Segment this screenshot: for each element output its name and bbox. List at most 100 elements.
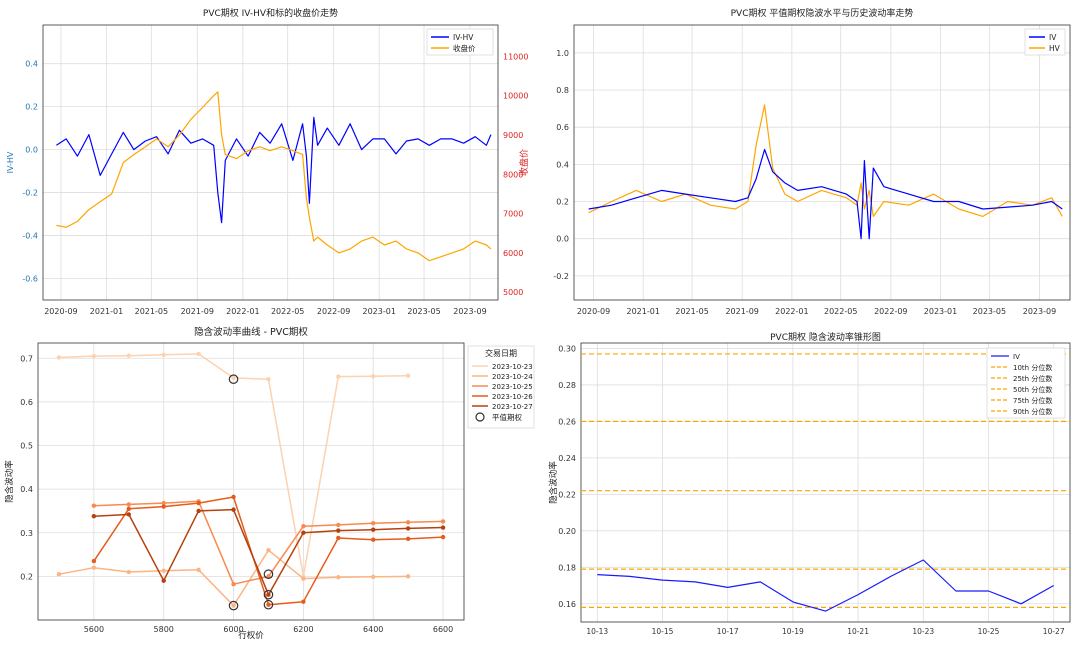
series-line — [588, 148, 1063, 240]
chart-title: PVC期权 IV-HV和标的收盘价走势 — [203, 7, 338, 19]
y-tick-label: 0.4 — [25, 60, 38, 69]
y-tick-label: 0.3 — [20, 529, 33, 538]
series-point — [91, 558, 97, 564]
series-point — [231, 582, 236, 587]
series-point — [301, 576, 306, 581]
atm-point — [263, 599, 274, 610]
x-tick-label: 6600 — [433, 625, 453, 634]
y-axis-label: IV-HV — [6, 151, 15, 173]
legend-box — [467, 345, 535, 429]
chart-iv-cone: 10-13 10-15 10-17 10-19 10-21 10-23 10-25 10-27… — [548, 331, 1071, 636]
y-tick-label: 0.22 — [558, 490, 576, 499]
legend: IV HV — [1024, 28, 1066, 56]
x-tick-label: 10-19 — [782, 627, 804, 636]
series-line — [597, 559, 1054, 612]
series-point — [126, 569, 131, 575]
y-tick-label: -0.4 — [22, 232, 38, 241]
legend-label: HV — [1049, 44, 1061, 53]
series-point — [371, 537, 376, 542]
legend-label: 2023-10-26 — [492, 393, 533, 401]
series-point — [161, 500, 166, 506]
y-tick-label: 0.2 — [25, 103, 38, 112]
y2-tick-label: 9000 — [503, 131, 523, 140]
x-tick-label: 2022-09 — [317, 307, 350, 316]
series-point — [301, 599, 306, 604]
y-tick-label: 0.4 — [20, 485, 33, 494]
y-tick-label: 0.4 — [556, 160, 569, 169]
series-point — [336, 522, 341, 528]
x-tick-label: 2023-09 — [1023, 307, 1056, 316]
series-point — [196, 567, 201, 573]
series-point — [440, 525, 446, 530]
legend-label: 2023-10-25 — [492, 383, 533, 391]
series-point — [161, 568, 166, 573]
chart-atm-iv-hv: 2020-09 2021-01 2021-05 2021-09 2022-01 2022-… — [553, 7, 1071, 316]
series-point — [231, 507, 236, 512]
y-tick-label: 0.8 — [556, 86, 569, 95]
x-tick-label: 2023-05 — [973, 307, 1006, 316]
series-point — [161, 504, 166, 509]
series-line — [56, 116, 492, 224]
y2-axis-label: 收盘价 — [518, 149, 530, 176]
x-tick-label: 2020-09 — [44, 307, 77, 316]
y-tick-label: 0.6 — [556, 123, 569, 132]
y-tick-label: 0.0 — [25, 146, 38, 155]
y-axis-label: 隐含波动率 — [548, 461, 559, 504]
y2-tick-label: 6000 — [503, 249, 523, 258]
atm-point — [228, 600, 239, 611]
series-point — [371, 520, 376, 526]
legend-label: 10th 分位数 — [1013, 363, 1052, 372]
legend-label: IV-HV — [453, 33, 474, 42]
series-point — [336, 535, 341, 541]
legend-label: 平值期权 — [492, 412, 522, 422]
legend-label: 2023-10-23 — [492, 363, 533, 371]
legend: IV 10th 分位数 25th 分位数 50th 分位数 75th 分位数 90th 分… — [986, 347, 1066, 419]
plot-frame — [573, 24, 1071, 301]
series-point — [266, 574, 271, 579]
x-tick-label: 2023-01 — [924, 307, 957, 316]
x-tick-label: 2020-09 — [577, 307, 610, 316]
x-tick-label: 10-27 — [1043, 627, 1065, 636]
legend-box — [1024, 28, 1066, 56]
series-point — [266, 548, 271, 553]
y-tick-label: 0.7 — [20, 354, 33, 363]
series-point — [405, 526, 411, 531]
chart-title: PVC期权 隐含波动率锥形图 — [770, 331, 881, 343]
y-tick-label: -0.2 — [22, 189, 38, 198]
y-tick-label: 0.18 — [558, 563, 576, 572]
y2-tick-label: 8000 — [503, 170, 523, 179]
series-point — [336, 575, 341, 580]
plot-frame — [42, 24, 499, 301]
series-point — [266, 377, 271, 382]
x-tick-label: 2021-09 — [725, 307, 758, 316]
series-point — [371, 527, 376, 532]
series-point — [56, 355, 62, 360]
series-point — [440, 534, 446, 540]
x-tick-label: 10-21 — [847, 627, 869, 636]
legend-label: 2023-10-24 — [492, 373, 533, 381]
series-point — [371, 574, 376, 580]
y2-tick-label: 11000 — [503, 52, 528, 61]
x-tick-label: 5600 — [84, 625, 104, 634]
x-tick-label: 10-25 — [978, 627, 1000, 636]
legend-title: 交易日期 — [485, 348, 517, 358]
x-tick-label: 6400 — [363, 625, 383, 634]
legend-box — [426, 28, 494, 56]
legend-label: 75th 分位数 — [1013, 396, 1052, 405]
x-tick-label: 2021-09 — [181, 307, 214, 316]
series-point — [266, 592, 271, 597]
legend-swatch — [475, 412, 485, 422]
series-point — [405, 373, 411, 378]
plot-frame — [37, 342, 465, 621]
series-point — [405, 574, 411, 579]
series-point — [440, 519, 446, 524]
series-point — [91, 503, 97, 508]
atm-point — [228, 374, 239, 385]
y-tick-label: 0.16 — [558, 600, 576, 609]
series-point — [405, 520, 411, 525]
series-point — [126, 512, 131, 517]
series-point — [126, 506, 131, 511]
x-axis-label: 行权价 — [238, 630, 264, 641]
y2-tick-label: 7000 — [503, 210, 523, 219]
x-tick-label: 2021-05 — [135, 307, 168, 316]
